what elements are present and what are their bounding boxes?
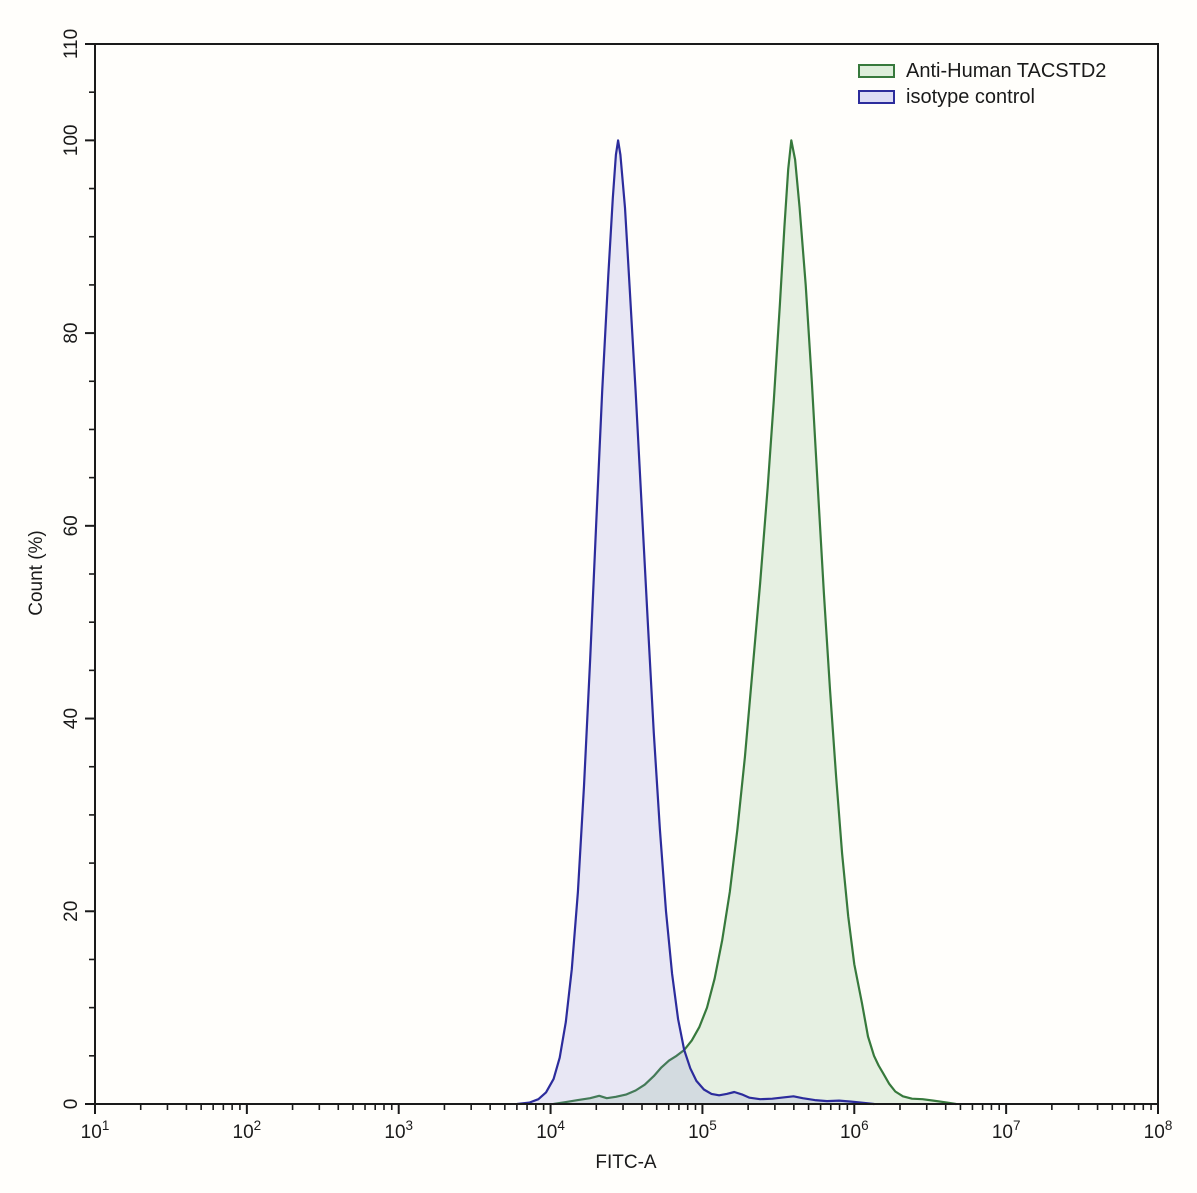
y-tick-label: 0 [61,1099,82,1110]
legend: Anti-Human TACSTD2 isotype control [858,58,1106,110]
legend-item-anti-human-tacstd2: Anti-Human TACSTD2 [858,58,1106,84]
plot-border [94,43,1159,1105]
series-line-isotype-control [516,139,876,1106]
x-tick-label: 103 [384,1118,413,1143]
x-tick-label: 104 [536,1118,565,1143]
x-axis-ticks: 101 102 103 104 105 106 107 108 [81,1105,1173,1143]
legend-label: isotype control [906,86,1035,108]
legend-item-isotype-control: isotype control [858,84,1106,110]
y-tick-label: 100 [61,125,82,157]
y-tick-label: 80 [61,323,82,344]
legend-swatch-blue [858,90,895,104]
x-axis-title: FITC-A [595,1152,657,1173]
y-axis-ticks: 0 20 40 60 80 100 110 [61,29,94,1109]
y-tick-label: 40 [61,708,82,729]
y-axis-title: Count (%) [26,530,47,616]
legend-swatch-green [858,64,895,78]
x-tick-label: 105 [688,1118,717,1143]
x-tick-label: 101 [81,1118,110,1143]
x-tick-label: 108 [1144,1118,1173,1143]
y-tick-label: 110 [61,29,82,59]
legend-label: Anti-Human TACSTD2 [906,60,1107,82]
series-area-anti-human-tacstd2 [553,140,956,1104]
series-line-anti-human-tacstd2 [552,139,958,1106]
series-area-isotype-control [517,140,874,1104]
y-tick-label: 20 [61,901,82,922]
x-tick-label: 102 [233,1118,262,1143]
y-tick-label: 60 [61,515,82,536]
x-tick-label: 106 [840,1118,869,1143]
x-tick-label: 107 [992,1118,1021,1143]
